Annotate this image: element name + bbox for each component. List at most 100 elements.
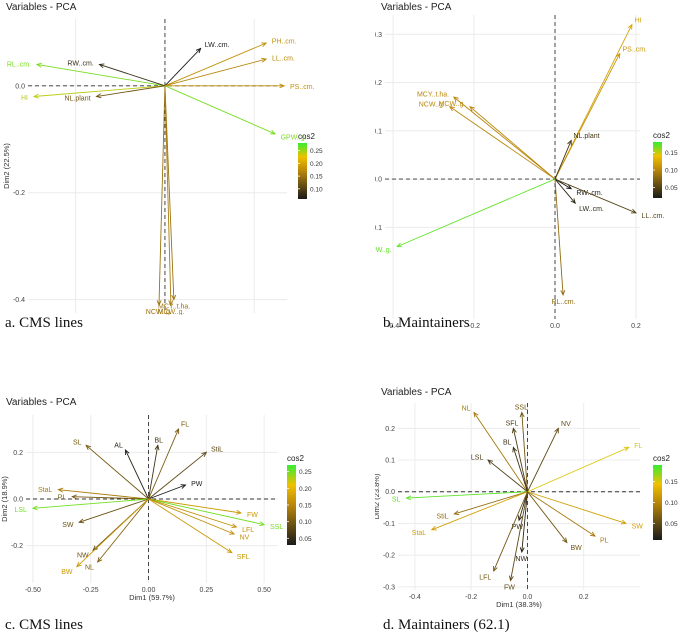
chart-title: Variables - PCA — [6, 2, 77, 13]
legend-tick-label: 0.05 — [299, 536, 312, 543]
y-tick-label: 0.0 — [15, 83, 25, 90]
y-tick-label: 0.0 — [385, 489, 395, 496]
vector-label: HI — [21, 95, 28, 102]
vector-label: LSL — [471, 454, 484, 461]
variable-vector: PL — [58, 494, 149, 501]
variable-vector: GPW..g. — [375, 178, 556, 254]
variable-vector: SSL — [148, 498, 283, 531]
legend-tick-label: 0.10 — [310, 186, 323, 193]
pca-chart-c: -0.50 -0.25 0.00 0.25 0.50 -0.2 0.0 0.2 Dim1 (59… — [0, 415, 312, 602]
x-tick-label: 0.00 — [142, 587, 156, 594]
variable-vector: AL — [114, 443, 149, 500]
variable-vector: NW — [515, 491, 528, 563]
variable-vector: NL — [85, 498, 149, 572]
legend-colorbar — [287, 465, 296, 545]
x-tick-label: 0.0 — [550, 323, 560, 330]
legend-tick-label: 0.15 — [299, 503, 312, 510]
vector-label: FL — [634, 443, 642, 450]
variable-vector: BL — [148, 437, 163, 500]
x-tick-label: 0.50 — [257, 587, 271, 594]
x-tick-label: 0.25 — [200, 587, 214, 594]
variable-vector: FW — [148, 498, 258, 519]
variable-vector: RL..cm. — [551, 179, 576, 306]
vector-label: SFL — [237, 554, 250, 561]
vector-label: PL — [600, 537, 609, 544]
variable-vector: StiL — [148, 447, 223, 500]
chart-title: Variables - PCA — [381, 387, 452, 398]
vector-label: HI — [635, 17, 642, 24]
vector-label: RL..cm. — [7, 61, 31, 68]
vector-label: StiL — [211, 447, 223, 454]
variable-vector: RL..cm. — [7, 61, 166, 87]
variable-vector: LSL — [14, 498, 149, 514]
y-axis-label: Dim2 (18.9%) — [0, 476, 9, 522]
variable-vector: NL.plant — [554, 133, 600, 180]
vector-label: NCW..g. — [419, 101, 445, 108]
legend-colorbar — [653, 142, 662, 198]
vector-label: NW — [515, 556, 527, 563]
vector-label: FW — [247, 512, 258, 519]
y-tick-label: -0.1 — [375, 225, 382, 232]
variable-vector: MCY..t.ha. — [417, 91, 556, 180]
variable-vector: LL..cm. — [164, 56, 295, 87]
vector-label: SSL — [515, 405, 528, 412]
pca-chart-b: -0.4 -0.2 0.0 0.2 -0.1 0.0 0.1 0.2 0.3 Dim1 (36.5… — [375, 15, 678, 330]
y-tick-label: -0.1 — [383, 521, 395, 528]
chart-title: Variables - PCA — [6, 397, 77, 408]
variable-vector: FL — [148, 421, 189, 500]
y-tick-label: 0.2 — [385, 426, 395, 433]
legend-tick-label: 0.15 — [310, 174, 323, 181]
vector-label: SW — [62, 522, 74, 529]
x-tick-label: 0.2 — [579, 594, 589, 601]
chart-title: Variables - PCA — [381, 2, 452, 13]
vector-label: LFL — [479, 575, 491, 582]
variable-vector: SL — [73, 439, 149, 500]
x-tick-label: 0.0 — [523, 594, 533, 601]
variable-vector: FL — [527, 443, 643, 493]
y-tick-label: -0.3 — [383, 584, 395, 591]
vector-label: PL — [58, 494, 67, 501]
caption-c: c. CMS lines — [5, 617, 83, 633]
vector-label: PH..cm. — [272, 39, 297, 46]
vector-label: FL — [181, 421, 189, 428]
legend-tick-label: 0.15 — [665, 150, 678, 157]
legend-tick-label: 0.20 — [310, 161, 323, 168]
vector-label: StaL — [38, 487, 53, 494]
legend-tick-label: 0.10 — [665, 168, 678, 175]
variable-vector: SW — [527, 491, 643, 530]
variable-vector: MCW..g. — [439, 101, 556, 180]
variable-vector: NL — [462, 406, 528, 492]
variable-vector: LW..cm. — [554, 178, 604, 213]
variable-vector: StiL — [436, 491, 528, 521]
chart-panel-a: Variables - PCA -0.30.00.3-0.4-0.20.0Dim… — [0, 0, 345, 315]
vector-label: PW — [512, 524, 524, 531]
vector-label: BW — [571, 545, 583, 552]
variable-vector: SL — [392, 491, 528, 503]
x-tick-label: -0.2 — [465, 594, 477, 601]
plot-area — [28, 19, 287, 313]
variable-vector: NCW..g. — [419, 101, 556, 180]
y-tick-label: 0.3 — [375, 32, 382, 39]
y-tick-label: -0.2 — [383, 553, 395, 560]
legend-title: cos2 — [298, 132, 315, 141]
legend-tick-label: 0.10 — [299, 519, 312, 526]
vector-label: LW..cm. — [579, 206, 604, 213]
legend-tick-label: 0.25 — [299, 469, 312, 476]
y-axis-label: Dim2 (23.8%) — [375, 473, 381, 519]
vector-label: LL..cm. — [272, 56, 295, 63]
vector-label: SFL — [506, 420, 519, 427]
y-axis-label: Dim2 (22.5%) — [2, 143, 11, 189]
x-axis-label: Dim1 (38.3%) — [496, 600, 542, 609]
variable-vector: FW — [504, 491, 528, 591]
variable-vector: GPW..g. — [164, 85, 307, 141]
variable-vector: PL — [527, 491, 609, 544]
variable-vector: LW..cm. — [164, 42, 230, 87]
variable-vector: BW — [61, 498, 149, 576]
variable-vector: BW — [527, 491, 583, 552]
variable-vector: LFL — [148, 498, 254, 534]
pca-chart-d: -0.4 -0.2 0.0 0.2 -0.3 -0.2 -0.1 0.0 0.1 0.2 Dim1 … — [375, 403, 678, 609]
variable-vector: PW — [148, 481, 203, 500]
vector-label: NL.plant — [64, 95, 90, 102]
vector-label: FW — [504, 584, 515, 591]
y-tick-label: 0.1 — [385, 458, 395, 465]
